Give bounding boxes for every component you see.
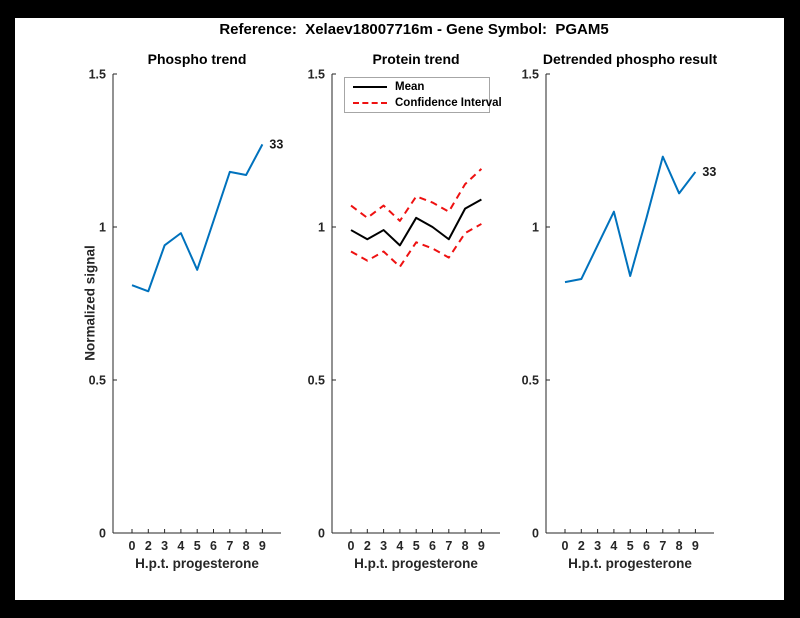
legend-label-ci: Confidence Interval (395, 97, 502, 109)
y-tick-label: 0.5 (308, 374, 325, 388)
phospho-trend-line (131, 143, 264, 293)
y-tick-label: 0 (318, 527, 325, 541)
x-axis-label-3: H.p.t. progesterone (568, 556, 692, 571)
detrended-phospho-line (564, 155, 697, 284)
y-tick-label: 1 (532, 221, 539, 235)
y-tick-label: 0 (532, 527, 539, 541)
x-tick-label: 6 (643, 539, 650, 553)
x-tick-label: 7 (226, 539, 233, 553)
x-tick-label: 7 (445, 539, 452, 553)
confidence-lower-line (350, 223, 482, 268)
mean-line-sample (353, 86, 387, 88)
x-tick-label: 0 (129, 539, 136, 553)
confidence-upper-line (350, 168, 483, 222)
x-axis-label-2: H.p.t. progesterone (354, 556, 478, 571)
x-tick-label: 4 (610, 539, 617, 553)
x-tick-label: 3 (161, 539, 168, 553)
x-tick-label: 2 (578, 539, 585, 553)
x-tick-label: 9 (259, 539, 266, 553)
legend-item-ci: Confidence Interval (353, 96, 502, 110)
x-tick-label: 8 (676, 539, 683, 553)
x-tick-label: 5 (627, 539, 634, 553)
figure-title: Reference: Xelaev18007716m - Gene Symbol… (219, 21, 609, 38)
x-tick-label: 4 (177, 539, 184, 553)
y-tick-label: 1 (99, 221, 106, 235)
y-tick-label: 0 (99, 527, 106, 541)
protein-mean-line (350, 198, 482, 247)
y-tick-label: 1.5 (522, 68, 539, 82)
legend-label-mean: Mean (395, 81, 425, 93)
x-tick-label: 9 (692, 539, 699, 553)
y-tick-label: 0.5 (522, 374, 539, 388)
y-tick-label: 0.5 (89, 374, 106, 388)
subplot-protein-title: Protein trend (372, 51, 460, 67)
x-axis-label-1: H.p.t. progesterone (135, 556, 259, 571)
x-tick-label: 3 (594, 539, 601, 553)
x-tick-label: 8 (243, 539, 250, 553)
subplot-detrended-title: Detrended phospho result (542, 51, 718, 67)
x-tick-label: 9 (478, 539, 485, 553)
y-tick-label: 1.5 (89, 68, 106, 82)
y-tick-label: 1 (318, 221, 325, 235)
x-tick-label: 6 (210, 539, 217, 553)
x-tick-label: 0 (348, 539, 355, 553)
x-tick-label: 8 (462, 539, 469, 553)
figure-canvas: Reference: Xelaev18007716m - Gene Symbol… (15, 18, 784, 600)
x-tick-label: 2 (145, 539, 152, 553)
x-tick-label: 6 (429, 539, 436, 553)
x-tick-label: 3 (380, 539, 387, 553)
legend-box: Mean Confidence Interval (344, 77, 502, 113)
confidence-interval-line-sample (353, 102, 387, 104)
cluster-number-label: 33 (269, 137, 283, 151)
x-tick-label: 5 (194, 539, 201, 553)
x-tick-label: 4 (396, 539, 403, 553)
legend-item-mean: Mean (353, 80, 489, 94)
y-tick-label: 1.5 (308, 68, 325, 82)
cluster-number-label: 33 (702, 165, 716, 179)
x-tick-label: 0 (562, 539, 569, 553)
x-tick-label: 5 (413, 539, 420, 553)
subplot-phospho-title: Phospho trend (147, 51, 247, 67)
x-tick-label: 2 (364, 539, 371, 553)
x-tick-label: 7 (659, 539, 666, 553)
